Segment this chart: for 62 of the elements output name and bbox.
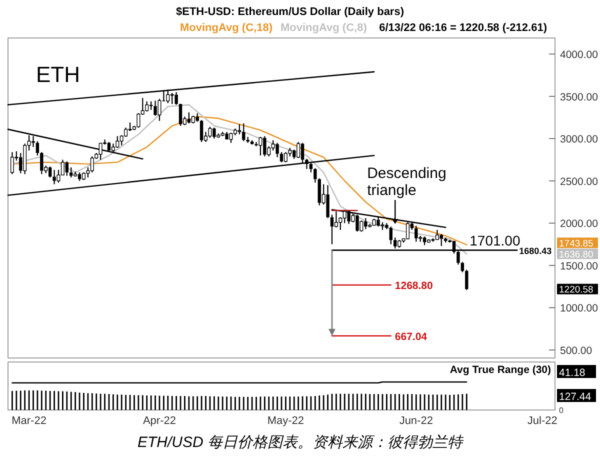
annotation: 667.04 [394, 330, 428, 343]
text: 127.44 [559, 391, 592, 403]
y-tick-label: 1000.00 [560, 302, 598, 315]
candlestick [238, 124, 242, 135]
candlestick [36, 140, 40, 156]
text: 6/13/22 06:16 = 1220.58 (-212.61) [379, 22, 548, 34]
candlestick [276, 142, 279, 158]
text: 41.18 [559, 367, 586, 379]
y-tick-label: 3000.00 [560, 134, 598, 146]
candlestick [305, 158, 308, 170]
candlestick [78, 172, 82, 182]
candlestick [389, 226, 392, 245]
text: ETH/USD 每日价格图表。资料来源：彼得勃兰特 [137, 434, 464, 451]
candlestick [465, 269, 468, 290]
text: Avg True Range (30) [450, 364, 551, 376]
annotation: 1268.80 [394, 280, 434, 292]
text: 0 [559, 406, 564, 415]
candlestick [107, 141, 111, 152]
candlestick [258, 136, 262, 156]
candlestick [309, 162, 313, 173]
candlestick [242, 122, 246, 142]
x-tick-label: May-22 [267, 415, 304, 427]
text: 1743.85 [559, 238, 594, 250]
candlestick [178, 104, 182, 126]
y-tick-label: 1500.00 [560, 260, 598, 272]
candlestick [40, 152, 44, 175]
annotation: ETH [36, 62, 80, 87]
x-tick-label: Apr-22 [142, 415, 176, 427]
candlestick [280, 152, 284, 163]
candlestick [65, 160, 69, 176]
candlestick [233, 128, 237, 136]
candlestick [246, 136, 250, 144]
y-tick-label: 4000.00 [560, 49, 598, 62]
y-tick-label: 2500.00 [560, 176, 598, 188]
annotation: 1701.00 [470, 232, 520, 248]
y-tick-label: 2000.00 [560, 218, 598, 230]
text: MovingAvg (C,18) [180, 22, 273, 34]
candlestick [154, 100, 157, 116]
annotation: Descending triangle [367, 164, 446, 199]
text: 1220.58 [559, 284, 594, 296]
candlestick [254, 141, 258, 147]
candlestick [284, 152, 288, 163]
text: 1636.80 [559, 249, 594, 260]
y-tick-label: 3500.00 [560, 91, 598, 104]
x-tick-label: Jul-22 [527, 415, 558, 427]
candlestick [414, 225, 418, 242]
candlestick [32, 136, 35, 148]
candlestick [326, 184, 330, 219]
y-tick-label: 500.00 [560, 344, 592, 357]
annotation: 1680.43 [519, 246, 552, 256]
candlestick [200, 119, 204, 143]
candlestick [48, 166, 52, 178]
chart-title: $ETH-USD: Ethereum/US Dollar (Daily bars) [176, 6, 404, 18]
candlestick [422, 236, 426, 246]
x-tick-label: Jun-22 [399, 415, 433, 427]
candlestick [314, 168, 317, 184]
candlestick [10, 152, 14, 175]
candlestick [330, 214, 334, 245]
x-tick-label: Mar-22 [12, 415, 46, 427]
candlestick [440, 234, 443, 247]
candlestick [52, 169, 56, 185]
text: MovingAvg (C,8) [280, 22, 368, 34]
